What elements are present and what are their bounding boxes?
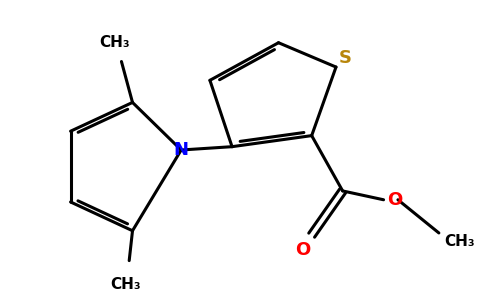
Text: N: N (174, 141, 189, 159)
Text: CH₃: CH₃ (100, 35, 130, 50)
Text: CH₃: CH₃ (110, 277, 141, 292)
Text: S: S (338, 49, 351, 67)
Text: CH₃: CH₃ (444, 234, 475, 249)
Text: O: O (295, 241, 310, 259)
Text: O: O (387, 191, 402, 209)
